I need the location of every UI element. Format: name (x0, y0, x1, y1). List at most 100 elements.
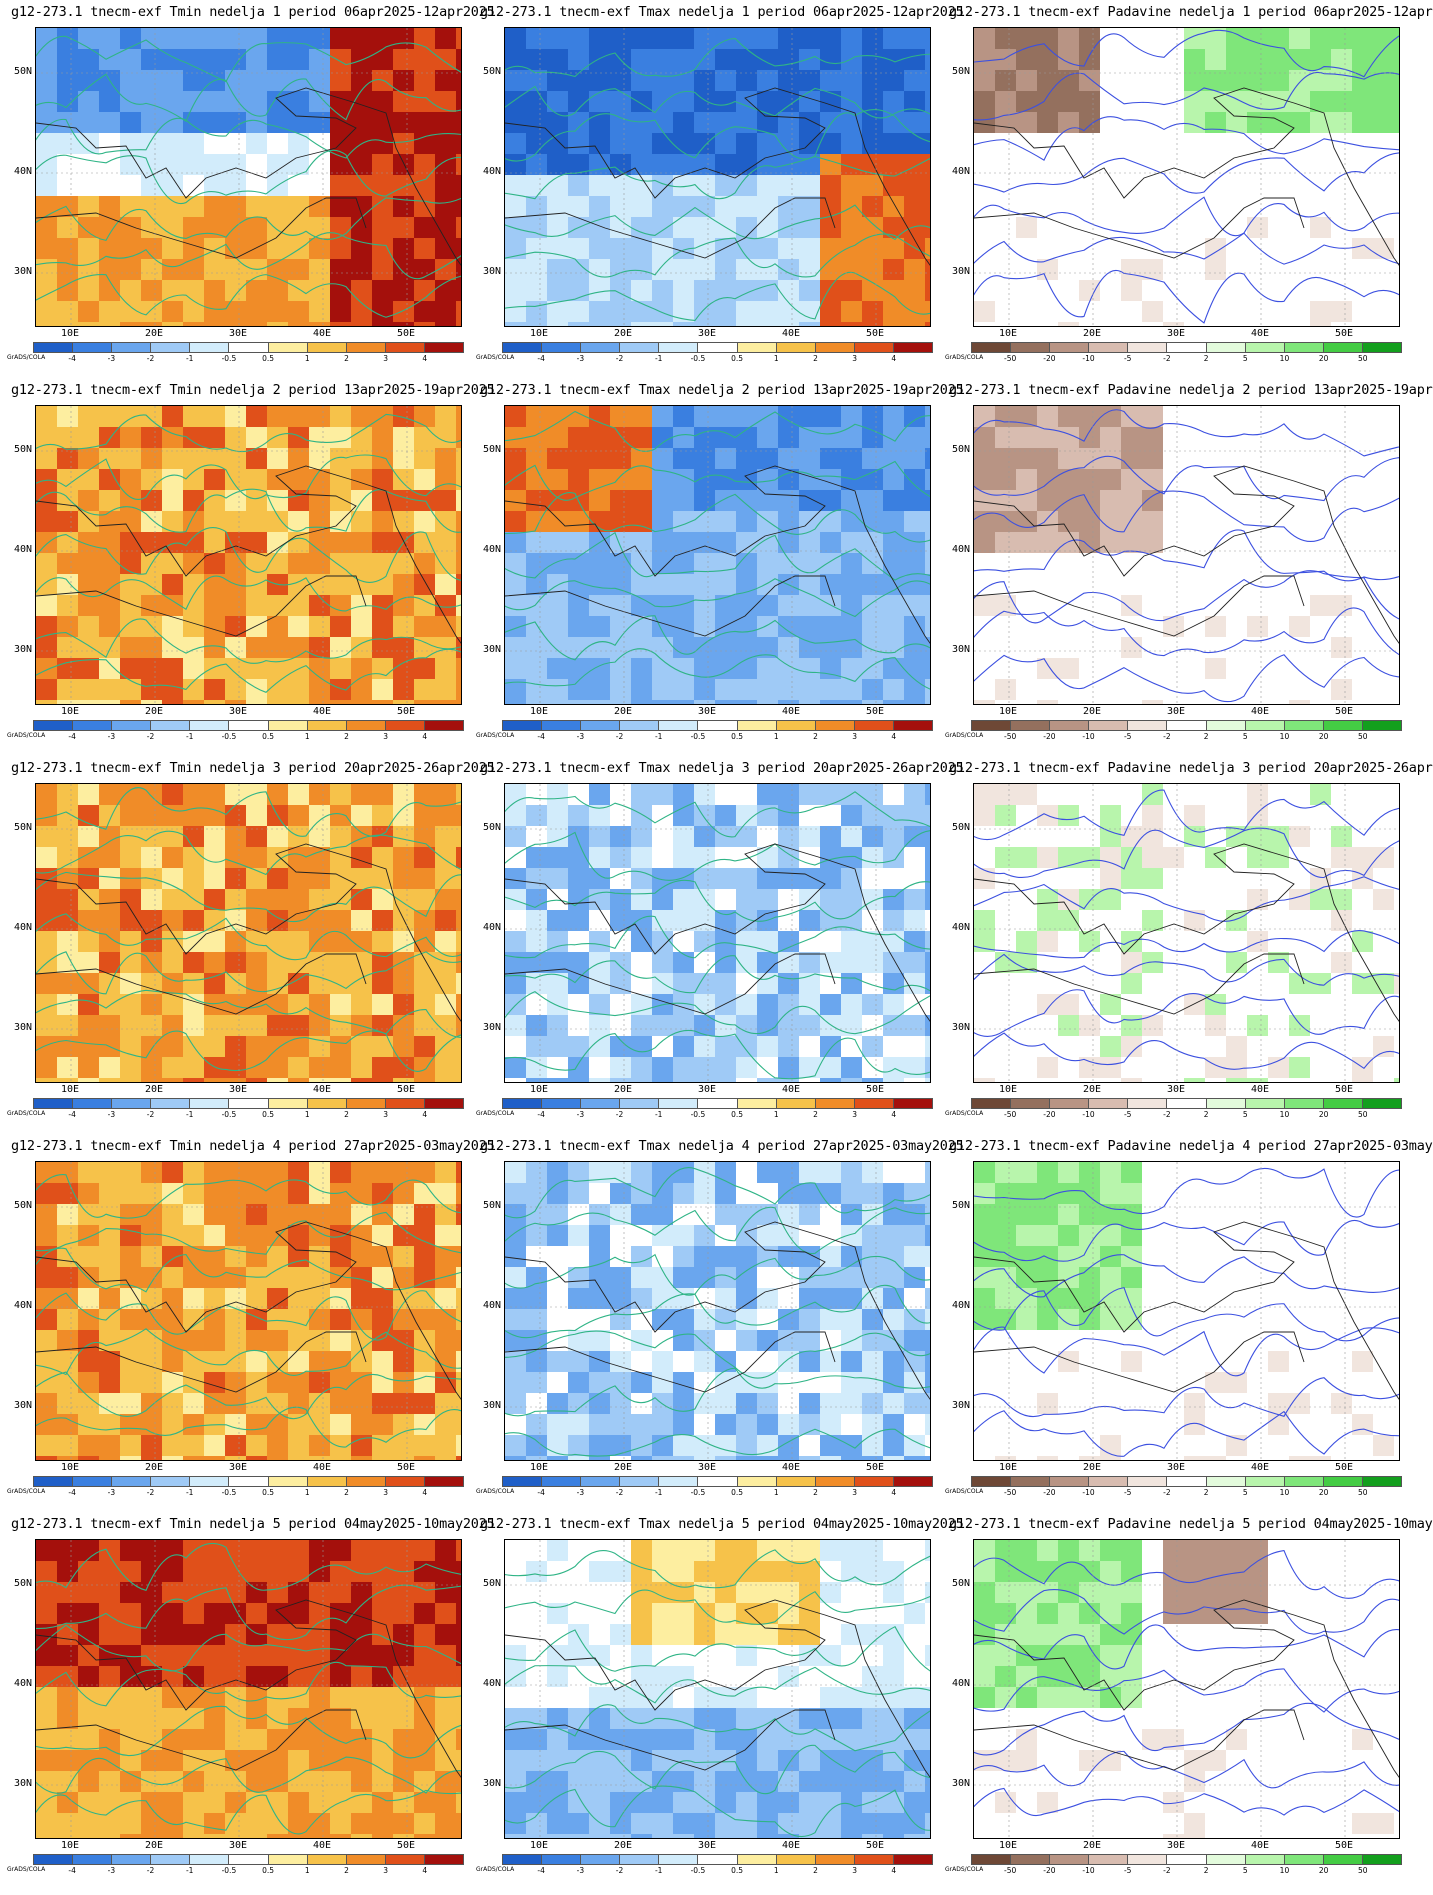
anomaly-cell (799, 1036, 821, 1058)
anomaly-cell (1184, 259, 1206, 281)
anomaly-cell (1037, 553, 1059, 575)
anomaly-cell (120, 1687, 142, 1709)
anomaly-cell (1142, 133, 1164, 155)
anomaly-cell (267, 112, 289, 134)
anomaly-cell (974, 1435, 996, 1457)
anomaly-cell (36, 1582, 58, 1604)
anomaly-cell (288, 49, 310, 71)
anomaly-cell (57, 574, 79, 596)
anomaly-cell (1331, 847, 1353, 869)
anomaly-cell (995, 868, 1017, 890)
anomaly-cell (883, 1036, 905, 1058)
anomaly-cell (267, 301, 289, 323)
anomaly-cell (1331, 238, 1353, 260)
anomaly-cell (246, 637, 268, 659)
anomaly-cell (57, 805, 79, 827)
anomaly-cell (652, 1372, 674, 1394)
anomaly-cell (1016, 847, 1038, 869)
anomaly-cell (1331, 196, 1353, 218)
anomaly-cell (204, 868, 226, 890)
anomaly-cell (1247, 889, 1269, 911)
anomaly-cell (631, 1582, 653, 1604)
anomaly-cell (820, 1687, 842, 1709)
anomaly-cell (904, 1078, 926, 1082)
anomaly-cell (673, 889, 695, 911)
anomaly-cell (1163, 1414, 1185, 1436)
anomaly-cell (456, 1225, 461, 1247)
anomaly-cell (246, 553, 268, 575)
anomaly-cell (904, 1666, 926, 1688)
anomaly-cell (162, 91, 184, 113)
anomaly-cell (99, 259, 121, 281)
anomaly-cell (841, 1708, 863, 1730)
anomaly-cell (393, 448, 415, 470)
anomaly-cell (589, 1183, 611, 1205)
anomaly-cell (372, 973, 394, 995)
anomaly-cell (1121, 49, 1143, 71)
anomaly-cell (78, 1183, 100, 1205)
anomaly-cell (1079, 301, 1101, 323)
anomaly-cell (1268, 1015, 1290, 1037)
anomaly-cell (652, 154, 674, 176)
contour-line (974, 490, 1399, 542)
anomaly-cell (393, 1267, 415, 1289)
anomaly-cell (694, 805, 716, 827)
anomaly-cell (1247, 28, 1269, 50)
anomaly-cell (1394, 112, 1399, 134)
anomaly-cell (351, 1834, 373, 1838)
anomaly-cell (330, 1288, 352, 1310)
anomaly-cell (995, 1204, 1017, 1226)
anomaly-cell (652, 1183, 674, 1205)
anomaly-cell (1205, 133, 1227, 155)
anomaly-cell (925, 238, 930, 260)
anomaly-cell (1037, 868, 1059, 890)
anomaly-cell (1247, 574, 1269, 596)
anomaly-cell (183, 1372, 205, 1394)
longitude-label: 30E (1166, 706, 1186, 717)
anomaly-cell (778, 931, 800, 953)
anomaly-cell (1268, 175, 1290, 197)
anomaly-cell (309, 574, 331, 596)
anomaly-cell (330, 994, 352, 1016)
anomaly-cell (974, 154, 996, 176)
anomaly-cell (267, 469, 289, 491)
anomaly-cell (610, 28, 632, 50)
anomaly-cell (1037, 784, 1059, 806)
anomaly-cell (652, 952, 674, 974)
anomaly-cell (414, 1309, 436, 1331)
colorbar-tick-label: -20 (1043, 1110, 1056, 1119)
anomaly-cell (162, 1057, 184, 1079)
anomaly-cell (1037, 1225, 1059, 1247)
anomaly-cell (1394, 406, 1399, 428)
anomaly-cell (736, 259, 758, 281)
anomaly-cell (1121, 1225, 1143, 1247)
contour-line (974, 152, 1399, 194)
anomaly-cell (862, 175, 884, 197)
anomaly-cell (288, 1435, 310, 1457)
anomaly-cell (204, 28, 226, 50)
anomaly-cell (1331, 490, 1353, 512)
anomaly-cell (1289, 595, 1311, 617)
anomaly-cell (456, 868, 461, 890)
anomaly-cell (120, 1393, 142, 1415)
anomaly-cell (1268, 196, 1290, 218)
anomaly-cell (99, 1792, 121, 1814)
anomaly-cell (1121, 280, 1143, 302)
anomaly-cell (1373, 469, 1395, 491)
anomaly-cell (883, 1330, 905, 1352)
anomaly-cell (1352, 931, 1374, 953)
anomaly-cell (547, 784, 569, 806)
anomaly-cell (162, 259, 184, 281)
anomaly-cell (267, 259, 289, 281)
anomaly-cell (610, 973, 632, 995)
anomaly-cell (162, 1624, 184, 1646)
anomaly-cell (414, 1078, 436, 1082)
contour-line (36, 1789, 461, 1835)
anomaly-cell (78, 1372, 100, 1394)
anomaly-cell (1394, 154, 1399, 176)
anomaly-cell (673, 1708, 695, 1730)
anomaly-cell (526, 406, 548, 428)
anomaly-cell (183, 1435, 205, 1457)
anomaly-cell (673, 1561, 695, 1583)
anomaly-cell (1079, 784, 1101, 806)
